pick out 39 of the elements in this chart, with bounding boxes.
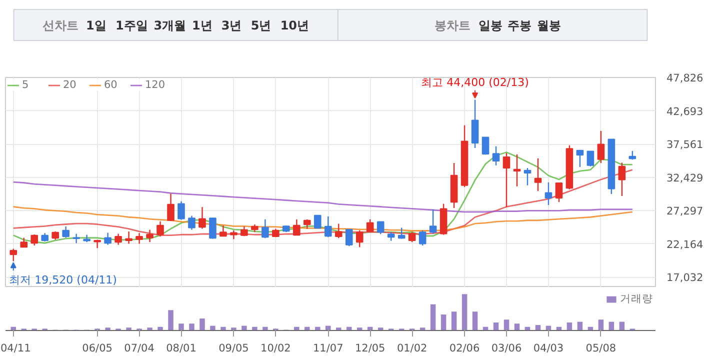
x-tick-label: 11/07: [313, 342, 344, 354]
x-tick-label: 04/03: [533, 342, 564, 354]
y-tick-label: 37,561: [666, 139, 704, 152]
y-tick-label: 32,429: [666, 172, 704, 184]
legend-label: 20: [63, 79, 78, 91]
y-tick-label: 42,693: [666, 106, 704, 118]
text: 3개월: [154, 18, 186, 32]
x-tick-label: 03/06: [491, 342, 522, 354]
legend-label: 60: [104, 79, 118, 91]
text: 1일: [86, 18, 106, 32]
y-tick-label: 47,826: [666, 72, 704, 84]
legend-label: 120: [145, 79, 166, 91]
x-tick-label: 10/02: [260, 342, 291, 354]
x-tick-label: 07/04: [124, 342, 155, 354]
text: 주봉: [508, 18, 532, 32]
x-tick-label: 01/02: [396, 342, 428, 354]
text: 선차트: [42, 18, 78, 32]
text: 일봉: [478, 18, 502, 32]
x-tick-label: 12/05: [354, 342, 386, 354]
y-tick-label: 17,032: [666, 272, 704, 284]
x-tick-label: 04/11: [0, 342, 31, 354]
y-tick-label: 22,164: [666, 238, 704, 251]
annotation: 최고 44,400 (02/13): [421, 76, 529, 90]
x-tick-label: 06/05: [82, 342, 112, 354]
text: 10년: [280, 18, 310, 32]
y-tick-label: 27,297: [666, 206, 704, 218]
text: 봉차트: [434, 18, 471, 32]
annotation: 최저 19,520 (04/11): [9, 274, 117, 287]
legend-label: 거래량: [620, 292, 653, 306]
x-tick-label: 05/08: [586, 342, 616, 354]
text: 1주일: [116, 18, 148, 32]
x-tick-label: 08/01: [166, 342, 196, 354]
text: 3년: [221, 18, 242, 32]
x-tick-label: 02/06: [449, 342, 480, 354]
legend-label: 5: [22, 79, 30, 91]
text: 월봉: [537, 18, 562, 32]
text: 5년: [250, 18, 272, 32]
text: 1년: [192, 18, 212, 32]
x-tick-label: 09/05: [218, 342, 249, 354]
